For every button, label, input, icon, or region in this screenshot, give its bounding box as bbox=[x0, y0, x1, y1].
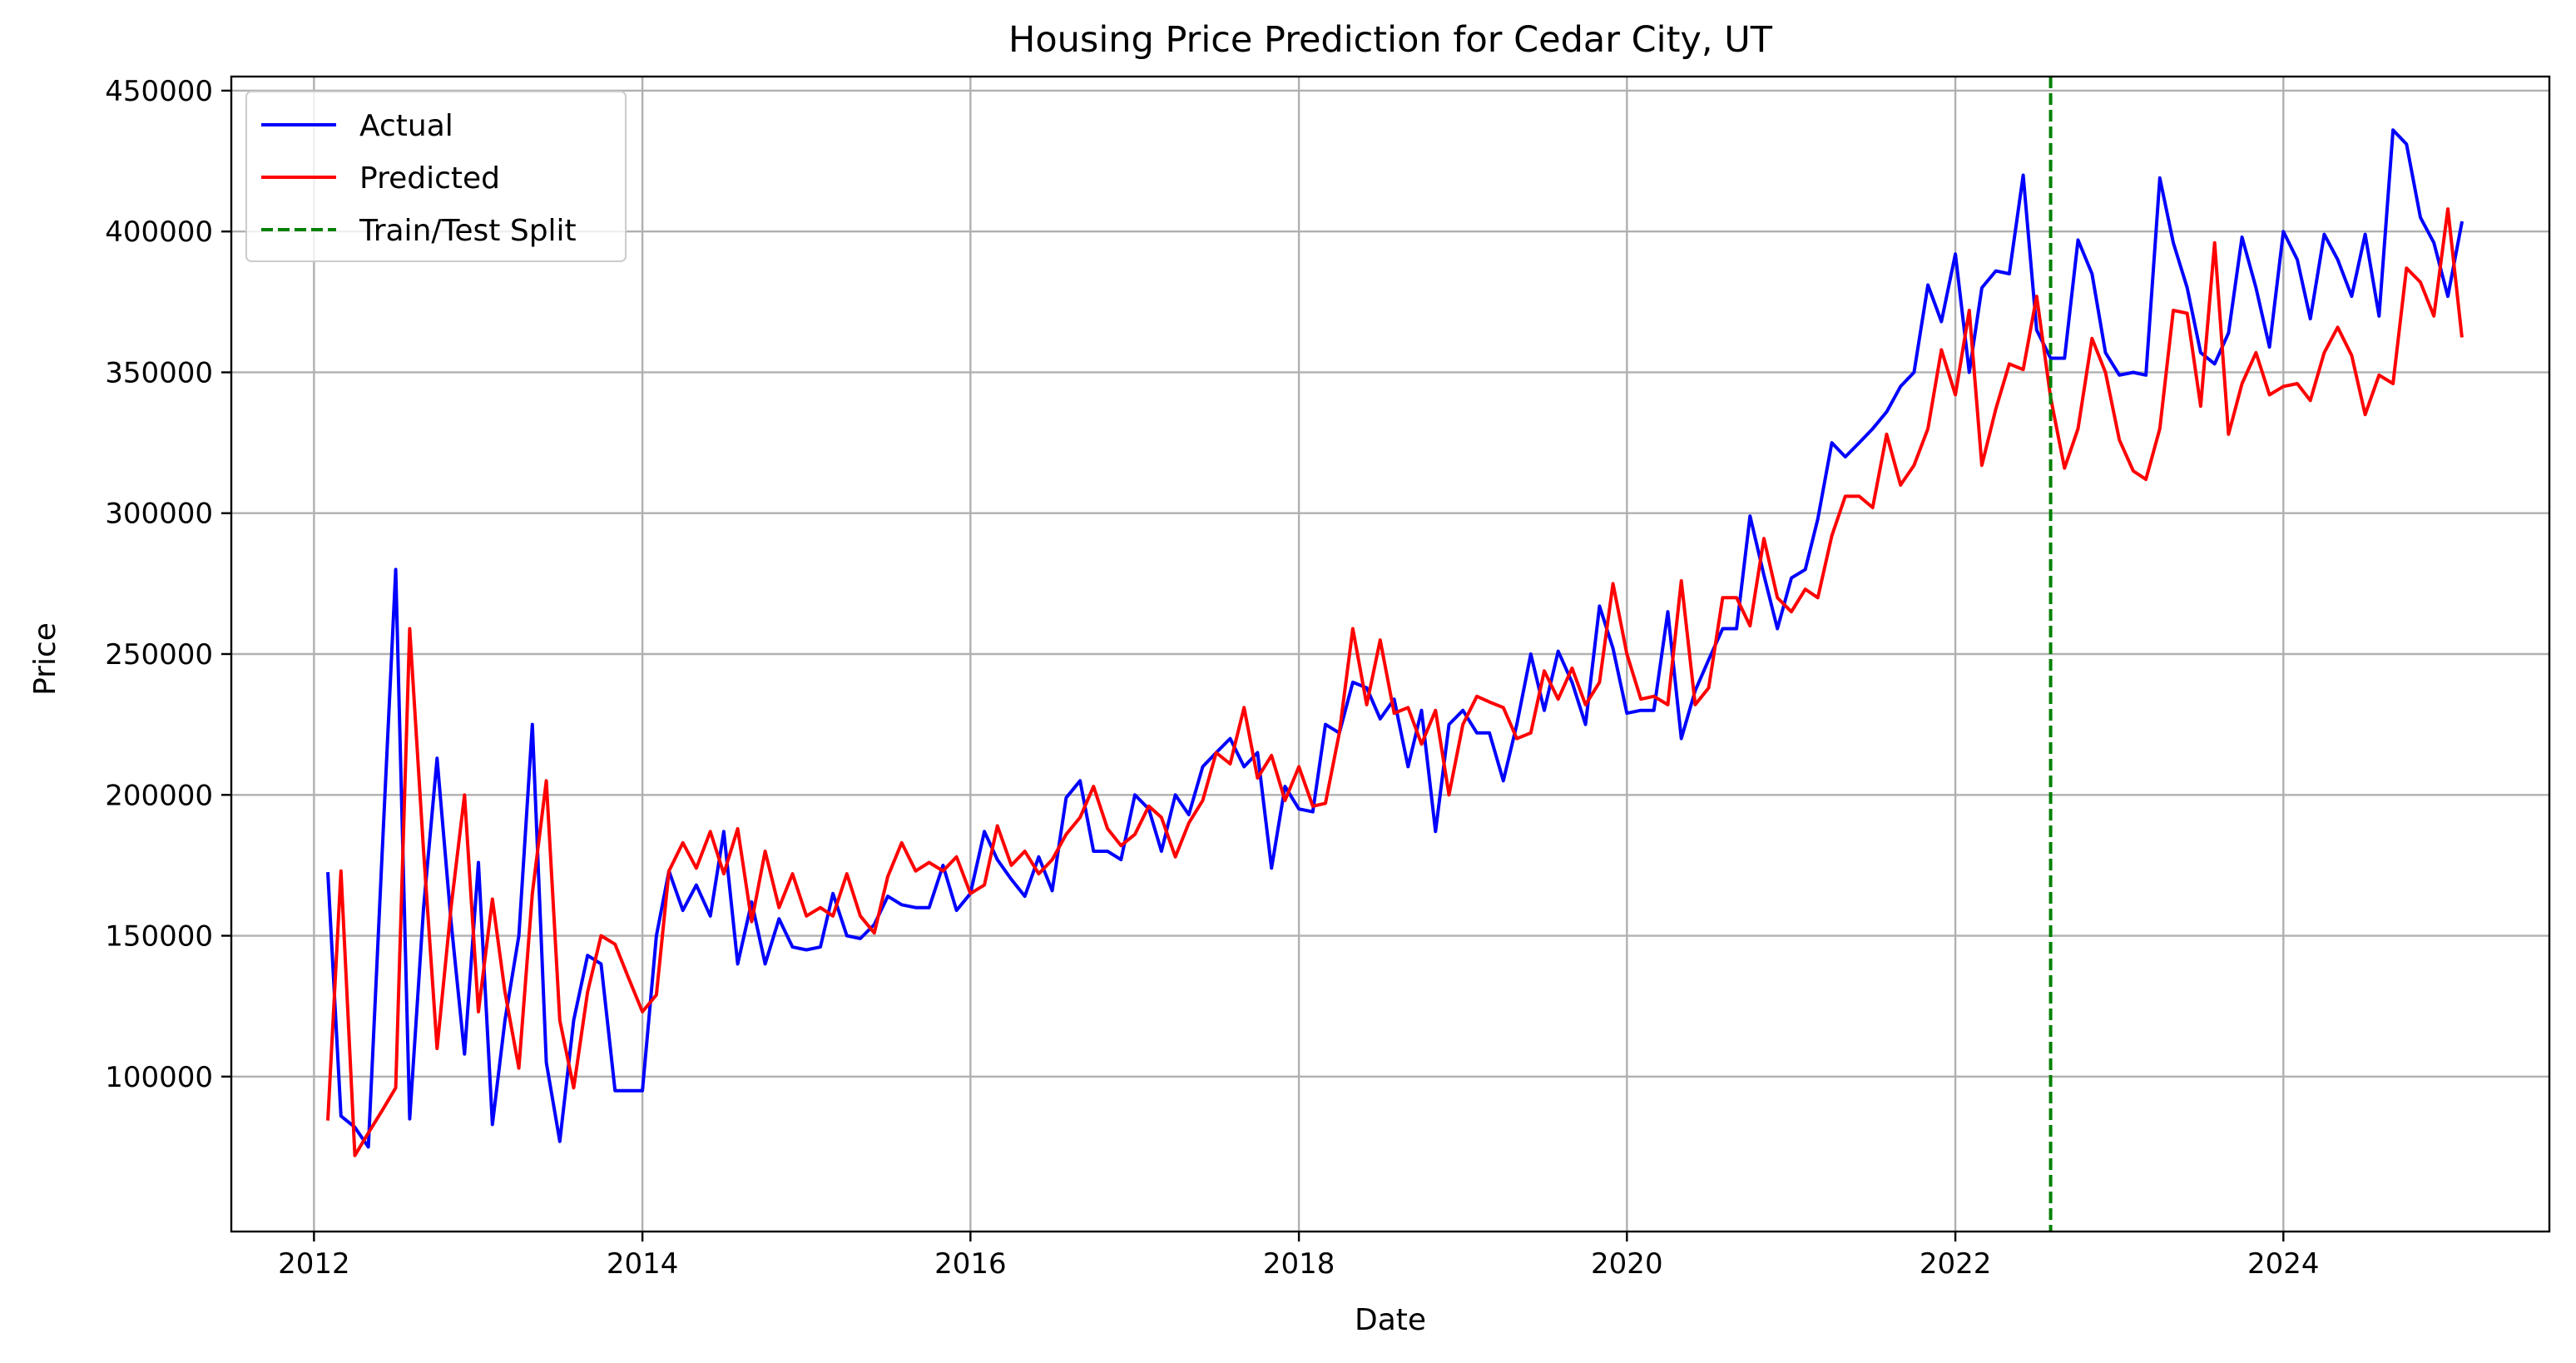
x-tick-label: 2016 bbox=[934, 1247, 1007, 1281]
grid-lines bbox=[231, 77, 2549, 1232]
axis-ticks: 2012 2014 2016 2018 2020 2022 2024 100000 150000… bbox=[105, 75, 2319, 1281]
x-tick-label: 2014 bbox=[607, 1247, 679, 1281]
series-line-actual bbox=[325, 128, 2465, 1149]
x-tick-label: 2024 bbox=[2247, 1247, 2320, 1281]
x-axis-label: Date bbox=[1355, 1303, 1426, 1337]
x-tick-label: 2018 bbox=[1263, 1247, 1335, 1281]
legend: Actual Predicted Train/Test Split bbox=[245, 91, 627, 262]
legend-predicted-label: Predicted bbox=[359, 161, 500, 196]
legend-actual-label: Actual bbox=[359, 109, 453, 143]
x-tick-label: 2022 bbox=[1920, 1247, 1992, 1281]
y-tick-label: 100000 bbox=[105, 1061, 213, 1094]
legend-split-label: Train/Test Split bbox=[359, 214, 577, 248]
series-line-predicted bbox=[325, 207, 2464, 1157]
legend-box bbox=[245, 91, 627, 262]
y-tick-label: 250000 bbox=[105, 638, 213, 672]
y-axis-label: Price bbox=[28, 622, 62, 696]
y-tick-label: 400000 bbox=[105, 216, 213, 249]
x-tick-label: 2020 bbox=[1591, 1247, 1663, 1281]
series-lines bbox=[325, 128, 2465, 1157]
y-tick-label: 350000 bbox=[105, 356, 213, 389]
chart-title: Housing Price Prediction for Cedar City,… bbox=[1008, 19, 1773, 61]
x-tick-label: 2012 bbox=[278, 1247, 350, 1281]
y-tick-label: 150000 bbox=[105, 920, 213, 954]
plot-frame bbox=[230, 75, 2551, 1233]
y-tick-label: 450000 bbox=[105, 75, 213, 108]
y-tick-label: 200000 bbox=[105, 779, 213, 812]
y-tick-label: 300000 bbox=[105, 498, 213, 531]
